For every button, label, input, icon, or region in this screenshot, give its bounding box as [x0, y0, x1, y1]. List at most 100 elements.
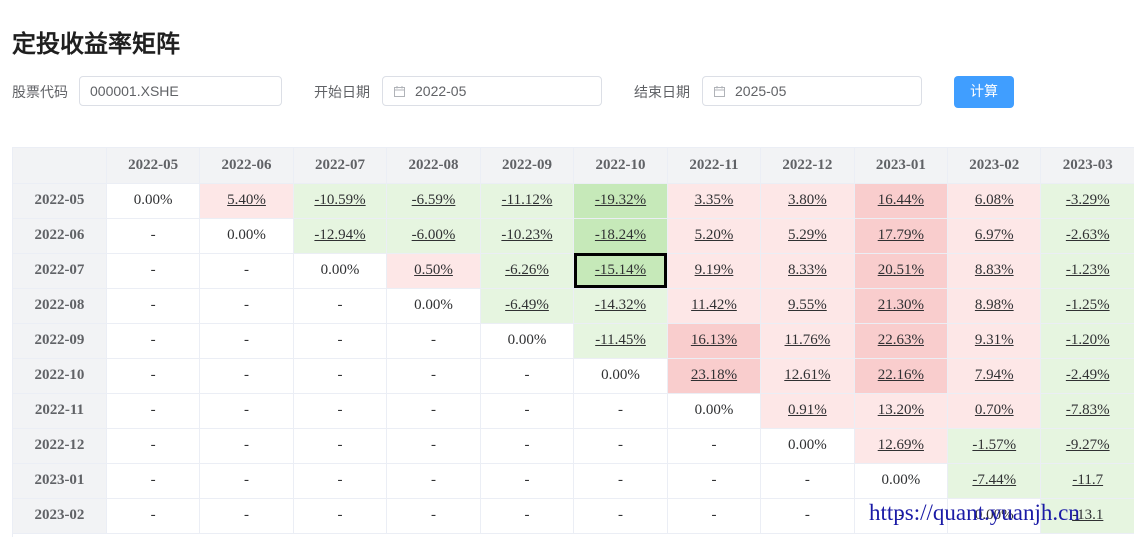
matrix-cell: -	[199, 358, 294, 394]
table-row: 2022-10- - - - -0.00% 23.18% 12.61% 22.16% 7.94%…	[13, 358, 1134, 394]
matrix-cell-link[interactable]: 7.94%	[947, 358, 1042, 394]
matrix-cell-link[interactable]: 6.97%	[947, 218, 1042, 254]
matrix-cell-link[interactable]: -13.1	[1040, 498, 1134, 534]
matrix-cell-link[interactable]: -14.32%	[573, 288, 668, 324]
watermark-url: https://quant.yuanjh.cn	[869, 500, 1080, 525]
matrix-cell-link[interactable]: 5.20%	[667, 218, 762, 254]
matrix-cell-link[interactable]: -6.26%	[480, 253, 575, 289]
matrix-cell-link[interactable]: 12.61%	[760, 358, 855, 394]
matrix-cell-link[interactable]: 8.83%	[947, 253, 1042, 289]
matrix-cell-link[interactable]: -15.14%	[573, 253, 668, 289]
matrix-cell-link[interactable]: 22.63%	[854, 323, 949, 359]
matrix-cell: -	[293, 288, 388, 324]
matrix-cell: -	[667, 428, 762, 464]
matrix-cell-link[interactable]: 16.13%	[667, 323, 762, 359]
matrix-cell: -	[199, 393, 294, 429]
table-row: 2022-06-0.00% -12.94% -6.00% -10.23% -18.24%…	[13, 218, 1134, 254]
matrix-cell: 0.00%	[947, 498, 1042, 534]
row-header: 2022-07	[13, 253, 107, 289]
matrix-cell-link[interactable]: 0.70%	[947, 393, 1042, 429]
matrix-cell-link[interactable]: -11.12%	[480, 183, 575, 219]
matrix-cell: -	[573, 463, 668, 499]
matrix-cell-link[interactable]: 17.79%	[854, 218, 949, 254]
matrix-cell-link[interactable]: 6.08%	[947, 183, 1042, 219]
matrix-cell-link[interactable]: -1.25%	[1040, 288, 1134, 324]
end-date-label: 结束日期	[634, 85, 690, 101]
return-matrix-table: 2022-05 2022-06 2022-07 2022-08 2022-09 2022-…	[13, 148, 1134, 534]
matrix-cell-link[interactable]: 3.35%	[667, 183, 762, 219]
matrix-cell: 0.00%	[293, 253, 388, 289]
matrix-cell-link[interactable]: -6.00%	[386, 218, 481, 254]
matrix-cell-link[interactable]: 21.30%	[854, 288, 949, 324]
stock-code-input[interactable]: 000001.XSHE	[79, 76, 282, 106]
matrix-cell: -	[199, 288, 294, 324]
calendar-icon	[394, 86, 405, 97]
matrix-cell-link[interactable]: 9.19%	[667, 253, 762, 289]
matrix-cell-link[interactable]: 0.50%	[386, 253, 481, 289]
matrix-cell-link[interactable]: -10.59%	[293, 183, 388, 219]
matrix-cell: -	[854, 498, 949, 534]
matrix-cell-link[interactable]: -3.29%	[1040, 183, 1134, 219]
matrix-cell-link[interactable]: -2.63%	[1040, 218, 1134, 254]
matrix-cell-link[interactable]: 0.91%	[760, 393, 855, 429]
matrix-cell-link[interactable]: -18.24%	[573, 218, 668, 254]
matrix-cell-link[interactable]: 11.76%	[760, 323, 855, 359]
matrix-cell-link[interactable]: 12.69%	[854, 428, 949, 464]
row-header: 2022-06	[13, 218, 107, 254]
matrix-cell-link[interactable]: 9.31%	[947, 323, 1042, 359]
matrix-cell: -	[386, 393, 481, 429]
matrix-cell-link[interactable]: -11.45%	[573, 323, 668, 359]
table-row: 2023-02- - - - - - - - -0.00% -13.1	[13, 498, 1134, 534]
matrix-cell: 0.00%	[854, 463, 949, 499]
table-row: 2022-09- - - -0.00% -11.45% 16.13% 11.76% 22.63…	[13, 323, 1134, 359]
table-body: 2022-05 0.00% 5.40% -10.59% -6.59% -11.12% -19…	[13, 183, 1134, 534]
column-header: 2022-06	[199, 148, 294, 184]
matrix-cell-link[interactable]: 9.55%	[760, 288, 855, 324]
start-date-picker[interactable]: 2022-05	[382, 76, 602, 106]
matrix-cell-link[interactable]: -7.44%	[947, 463, 1042, 499]
matrix-cell: -	[293, 323, 388, 359]
matrix-cell-link[interactable]: 16.44%	[854, 183, 949, 219]
matrix-cell-link[interactable]: 22.16%	[854, 358, 949, 394]
matrix-cell: -	[386, 323, 481, 359]
table-corner-cell	[13, 148, 107, 184]
matrix-cell-link[interactable]: 13.20%	[854, 393, 949, 429]
matrix-cell: -	[386, 463, 481, 499]
table-row: 2022-12- - - - - - -0.00% 12.69% -1.57% -9.27%	[13, 428, 1134, 464]
table-row: 2022-05 0.00% 5.40% -10.59% -6.59% -11.12% -19…	[13, 183, 1134, 219]
column-header: 2023-02	[947, 148, 1042, 184]
column-header: 2022-08	[386, 148, 481, 184]
matrix-cell-link[interactable]: -10.23%	[480, 218, 575, 254]
matrix-cell-link[interactable]: -12.94%	[293, 218, 388, 254]
calendar-icon	[714, 86, 725, 97]
calculate-button[interactable]: 计算	[954, 76, 1014, 108]
matrix-cell-link[interactable]: 5.40%	[199, 183, 294, 219]
matrix-cell-link[interactable]: 23.18%	[667, 358, 762, 394]
matrix-cell-link[interactable]: -1.57%	[947, 428, 1042, 464]
matrix-cell-link[interactable]: 8.98%	[947, 288, 1042, 324]
matrix-cell-link[interactable]: -19.32%	[573, 183, 668, 219]
matrix-cell-link[interactable]: -6.49%	[480, 288, 575, 324]
column-header: 2022-09	[480, 148, 575, 184]
matrix-cell: -	[293, 393, 388, 429]
matrix-cell-link[interactable]: -6.59%	[386, 183, 481, 219]
matrix-cell-link[interactable]: -1.20%	[1040, 323, 1134, 359]
matrix-cell-link[interactable]: 8.33%	[760, 253, 855, 289]
matrix-cell-link[interactable]: -1.23%	[1040, 253, 1134, 289]
matrix-cell-link[interactable]: -11.7	[1040, 463, 1134, 499]
stock-code-label: 股票代码	[12, 85, 68, 101]
matrix-cell: 0.00%	[480, 323, 575, 359]
matrix-cell-link[interactable]: 11.42%	[667, 288, 762, 324]
matrix-cell-link[interactable]: -7.83%	[1040, 393, 1134, 429]
matrix-cell-link[interactable]: 20.51%	[854, 253, 949, 289]
matrix-cell-link[interactable]: 5.29%	[760, 218, 855, 254]
end-date-picker[interactable]: 2025-05	[702, 76, 922, 106]
matrix-cell-link[interactable]: 3.80%	[760, 183, 855, 219]
matrix-cell: -	[293, 463, 388, 499]
matrix-cell-link[interactable]: -2.49%	[1040, 358, 1134, 394]
row-header: 2022-11	[13, 393, 107, 429]
matrix-cell: -	[760, 498, 855, 534]
matrix-cell-link[interactable]: -9.27%	[1040, 428, 1134, 464]
row-header: 2022-12	[13, 428, 107, 464]
matrix-cell: -	[760, 463, 855, 499]
